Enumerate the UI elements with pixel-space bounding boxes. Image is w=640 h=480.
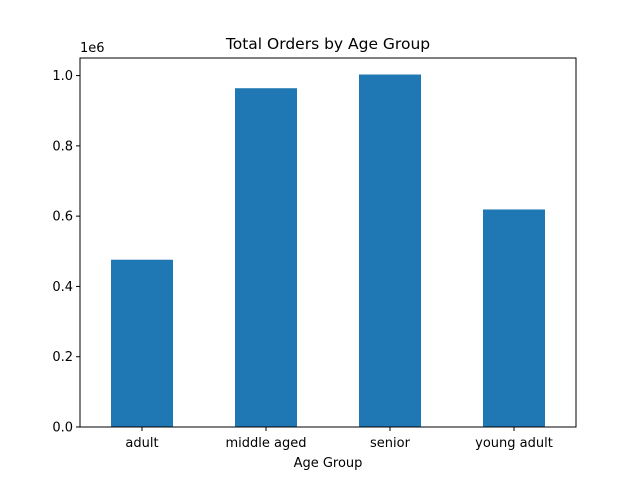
plot-area: 0.0 0.2 0.4 0.6 0.8 1.0 adult middle aged senior… — [52, 57, 577, 451]
axes-frame — [79, 57, 577, 428]
bar-adult — [111, 259, 173, 427]
y-tick-label: 0.8 — [52, 139, 73, 154]
bar-senior — [359, 74, 421, 427]
y-tick-label: 1.0 — [52, 69, 73, 84]
y-tick-label: 0.6 — [52, 210, 73, 225]
y-tick-label: 0.0 — [52, 421, 73, 436]
x-tick-label: adult — [125, 436, 158, 451]
bar-young-adult — [483, 209, 545, 427]
y-offset-label: 1e6 — [80, 41, 105, 56]
x-axis-label: Age Group — [294, 456, 363, 471]
chart-title: Total Orders by Age Group — [225, 35, 430, 53]
x-tick-label: middle aged — [226, 436, 307, 451]
bar-middle-aged — [235, 88, 297, 428]
x-tick-label: young adult — [475, 436, 553, 451]
x-tick-label: senior — [370, 436, 411, 451]
y-tick-label: 0.2 — [52, 350, 73, 365]
y-tick-label: 0.4 — [52, 280, 73, 295]
